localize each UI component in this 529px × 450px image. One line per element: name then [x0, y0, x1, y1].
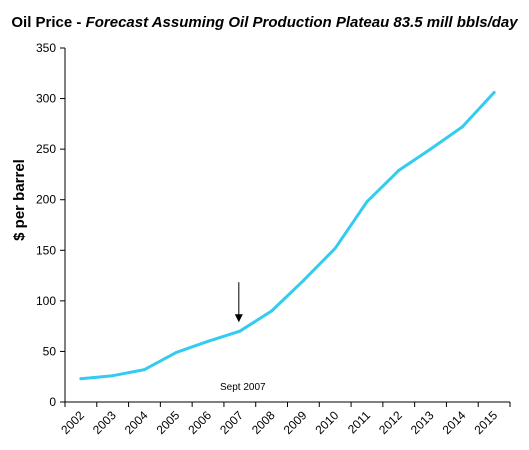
data-point	[206, 339, 210, 343]
chart-title-main: Oil Price -	[11, 14, 86, 31]
x-tick-label: 2005	[154, 408, 183, 437]
x-tick-label: 2003	[90, 408, 119, 437]
x-tick-label: 2013	[408, 408, 437, 437]
chart-axes	[64, 48, 510, 403]
data-point	[333, 246, 337, 250]
y-axis-label: $ per barrel	[11, 159, 28, 241]
y-tick-label: 350	[36, 41, 56, 55]
y-tick-label: 0	[49, 395, 56, 409]
y-tick-label: 50	[43, 344, 57, 358]
data-point	[365, 200, 369, 204]
chart-title-subtitle: Forecast Assuming Oil Production Plateau…	[85, 14, 518, 31]
x-tick-label: 2006	[185, 408, 214, 437]
x-axis-ticks: 2002 2003 2004 2005 2006 2007 2008 2009 2010 2011…	[58, 402, 511, 437]
data-point	[142, 368, 146, 372]
x-tick-label: 2007	[217, 408, 246, 437]
y-tick-label: 100	[36, 294, 56, 308]
data-point	[429, 147, 433, 151]
x-tick-label: 2009	[281, 408, 310, 437]
y-tick-label: 200	[36, 193, 56, 207]
x-tick-label: 2008	[249, 408, 278, 437]
annotations: Sept 2007	[220, 282, 266, 393]
chart-title: Oil Price - Forecast Assuming Oil Produc…	[0, 14, 529, 31]
data-point	[111, 374, 115, 378]
data-point	[397, 168, 401, 172]
y-tick-label: 300	[36, 92, 56, 106]
y-tick-label: 250	[36, 142, 56, 156]
annotation-arrow-head	[234, 314, 243, 323]
x-tick-label: 2010	[313, 408, 342, 437]
x-tick-label: 2002	[58, 408, 87, 437]
data-point	[238, 329, 242, 333]
x-tick-label: 2004	[122, 408, 151, 437]
y-axis-ticks: 0 50 100 150 200 250 300 350	[36, 41, 65, 409]
x-tick-label: 2012	[376, 408, 405, 437]
data-point	[460, 125, 464, 129]
annotation-label: Sept 2007	[220, 382, 266, 393]
y-tick-label: 150	[36, 243, 56, 257]
data-point	[174, 350, 178, 354]
data-point	[79, 377, 83, 381]
data-point	[301, 279, 305, 283]
x-tick-label: 2011	[345, 408, 373, 436]
data-point	[270, 309, 274, 313]
data-point	[492, 91, 496, 95]
x-tick-label: 2015	[471, 408, 500, 437]
series-line	[79, 91, 496, 381]
x-tick-label: 2014	[440, 408, 469, 437]
series-group	[79, 91, 496, 381]
